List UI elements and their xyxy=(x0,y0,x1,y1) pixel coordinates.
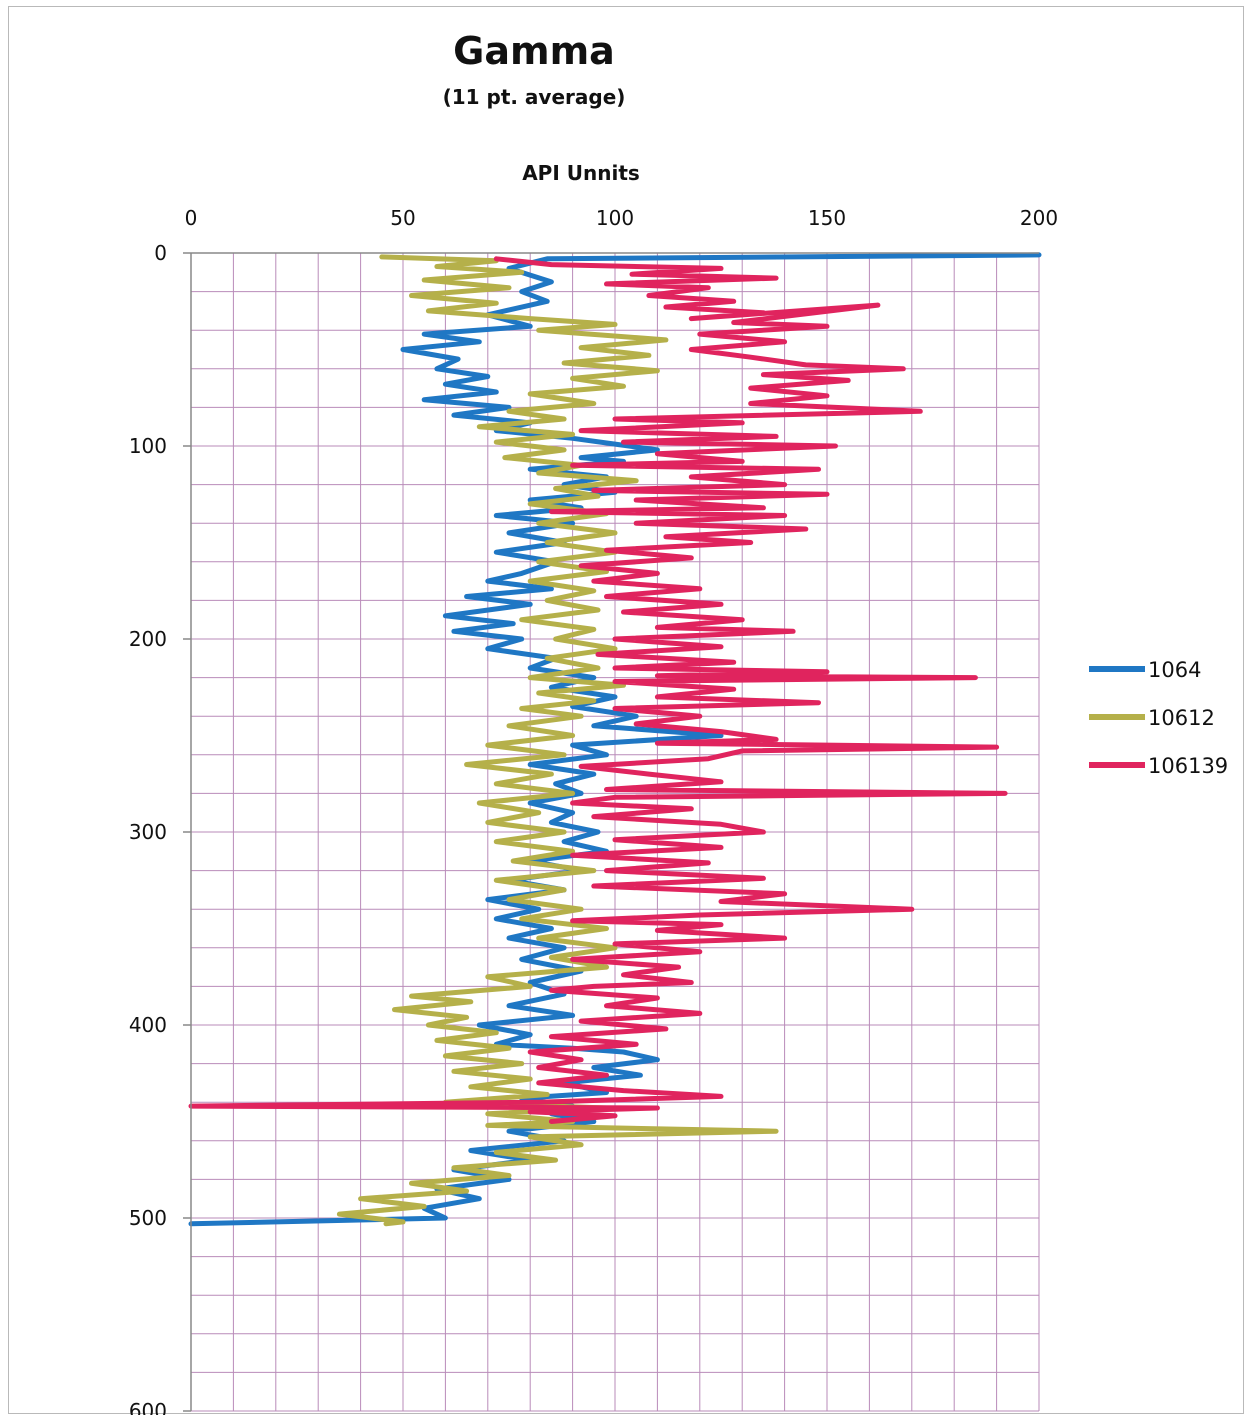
y-tick-label: 400 xyxy=(129,1013,167,1037)
series-line-1064 xyxy=(188,252,1042,1227)
x-tick-label: 200 xyxy=(1020,206,1058,230)
plot-series xyxy=(188,252,1042,1227)
tick-labels: 0 50 100 150 200 0 100 200 300 400 500 600 xyxy=(129,206,1058,1415)
x-axis-label: API Unnits xyxy=(522,161,640,185)
y-tick-label: 0 xyxy=(154,241,167,265)
x-tick-label: 150 xyxy=(808,206,846,230)
x-tick-label: 0 xyxy=(185,206,198,230)
x-tick-label: 100 xyxy=(596,206,634,230)
y-tick-label: 200 xyxy=(129,627,167,651)
legend: 1064 10612 106139 xyxy=(1089,658,1228,778)
axes xyxy=(183,252,1039,1412)
y-tick-label: 300 xyxy=(129,820,167,844)
series-line-106139 xyxy=(188,256,1008,1124)
chart-subtitle: (11 pt. average) xyxy=(443,85,626,109)
y-tick-label: 500 xyxy=(129,1206,167,1230)
series-line-10612 xyxy=(336,254,779,1227)
y-tick-label: 100 xyxy=(129,434,167,458)
chart-title: Gamma xyxy=(453,29,615,73)
legend-label-10612: 10612 xyxy=(1148,706,1215,730)
x-tick-label: 50 xyxy=(390,206,415,230)
gamma-chart: Gamma (11 pt. average) API Unnits 0 50 100… xyxy=(129,29,1228,1415)
legend-label-106139: 106139 xyxy=(1148,754,1228,778)
legend-label-1064: 1064 xyxy=(1148,658,1201,682)
y-tick-label: 600 xyxy=(129,1399,167,1415)
chart-frame: Gamma (11 pt. average) API Unnits 0 50 100… xyxy=(8,6,1244,1415)
